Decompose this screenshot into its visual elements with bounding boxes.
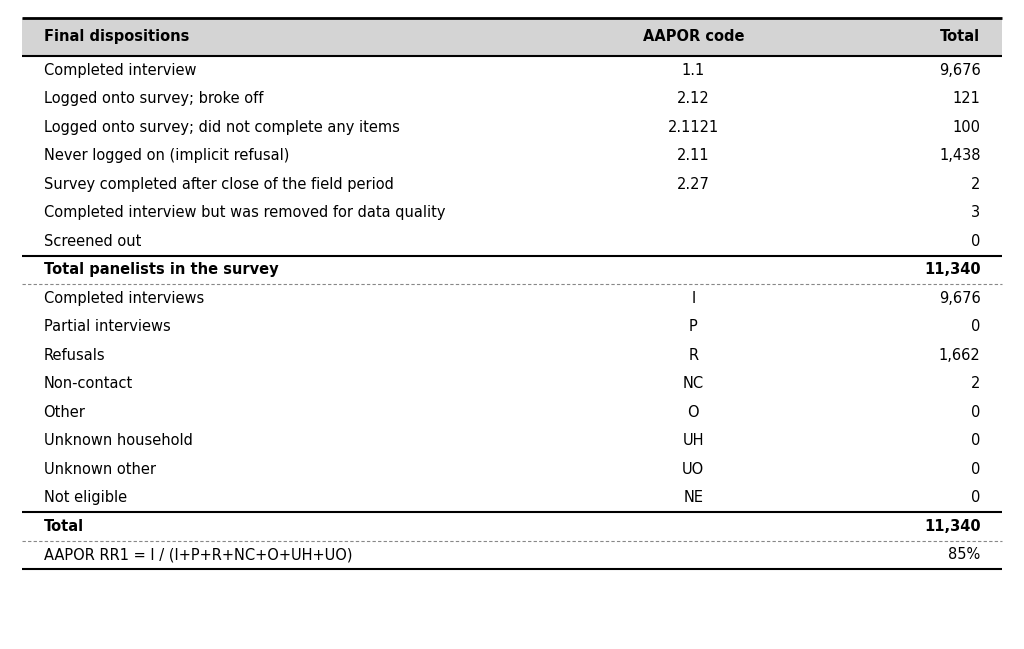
Text: 2.27: 2.27 (677, 177, 710, 191)
Bar (22, 398, 1002, 426)
Text: P: P (689, 319, 697, 334)
Bar (22, 141, 1002, 170)
Bar (22, 18, 1002, 56)
Bar (22, 199, 1002, 227)
Text: AAPOR code: AAPOR code (642, 29, 744, 45)
Text: Total: Total (44, 519, 84, 533)
Text: Logged onto survey; did not complete any items: Logged onto survey; did not complete any… (44, 120, 399, 135)
Bar (22, 170, 1002, 199)
Text: Refusals: Refusals (44, 348, 105, 363)
Text: I: I (691, 291, 695, 306)
Text: 1,438: 1,438 (939, 148, 980, 164)
Bar (22, 113, 1002, 141)
Text: 2.1121: 2.1121 (668, 120, 719, 135)
Text: Completed interview but was removed for data quality: Completed interview but was removed for … (44, 205, 445, 220)
Text: Non-contact: Non-contact (44, 376, 133, 391)
Text: AAPOR RR1 = I / (I+P+R+NC+O+UH+UO): AAPOR RR1 = I / (I+P+R+NC+O+UH+UO) (44, 547, 352, 562)
Text: Survey completed after close of the field period: Survey completed after close of the fiel… (44, 177, 393, 191)
Text: 11,340: 11,340 (924, 262, 980, 277)
Text: 2: 2 (971, 376, 980, 391)
Bar (22, 313, 1002, 341)
Text: 1,662: 1,662 (939, 348, 980, 363)
Text: R: R (688, 348, 698, 363)
Text: Total panelists in the survey: Total panelists in the survey (44, 262, 279, 277)
Bar (22, 541, 1002, 569)
Text: NC: NC (683, 376, 703, 391)
Bar (22, 484, 1002, 512)
Text: 11,340: 11,340 (924, 519, 980, 533)
Text: Unknown other: Unknown other (44, 461, 156, 477)
Bar (22, 512, 1002, 541)
Text: 0: 0 (971, 405, 980, 420)
Bar (22, 455, 1002, 484)
Text: 0: 0 (971, 490, 980, 506)
Text: 85%: 85% (948, 547, 980, 562)
Text: 2.11: 2.11 (677, 148, 710, 164)
Bar (22, 227, 1002, 256)
Text: Never logged on (implicit refusal): Never logged on (implicit refusal) (44, 148, 289, 164)
Text: Screened out: Screened out (44, 234, 141, 249)
Text: Total: Total (940, 29, 980, 45)
Text: 9,676: 9,676 (939, 291, 980, 306)
Text: Logged onto survey; broke off: Logged onto survey; broke off (44, 92, 263, 106)
Text: NE: NE (683, 490, 703, 506)
Text: Partial interviews: Partial interviews (44, 319, 170, 334)
Text: UO: UO (682, 461, 705, 477)
Bar (22, 284, 1002, 313)
Bar (22, 369, 1002, 398)
Text: Completed interview: Completed interview (44, 63, 196, 78)
Text: 9,676: 9,676 (939, 63, 980, 78)
Bar (22, 84, 1002, 113)
Text: 2: 2 (971, 177, 980, 191)
Text: 3: 3 (972, 205, 980, 220)
Text: 2.12: 2.12 (677, 92, 710, 106)
Text: 1.1: 1.1 (682, 63, 705, 78)
Text: Final dispositions: Final dispositions (44, 29, 189, 45)
Bar (22, 256, 1002, 284)
Text: 100: 100 (952, 120, 980, 135)
Text: Unknown household: Unknown household (44, 434, 193, 448)
Text: 0: 0 (971, 434, 980, 448)
Text: 0: 0 (971, 319, 980, 334)
Text: UH: UH (683, 434, 705, 448)
Text: 0: 0 (971, 461, 980, 477)
Text: Not eligible: Not eligible (44, 490, 127, 506)
Text: 0: 0 (971, 234, 980, 249)
Bar (22, 426, 1002, 455)
Bar (22, 56, 1002, 84)
Text: O: O (687, 405, 699, 420)
Text: Completed interviews: Completed interviews (44, 291, 204, 306)
Text: 121: 121 (952, 92, 980, 106)
Bar (22, 341, 1002, 369)
Text: Other: Other (44, 405, 85, 420)
